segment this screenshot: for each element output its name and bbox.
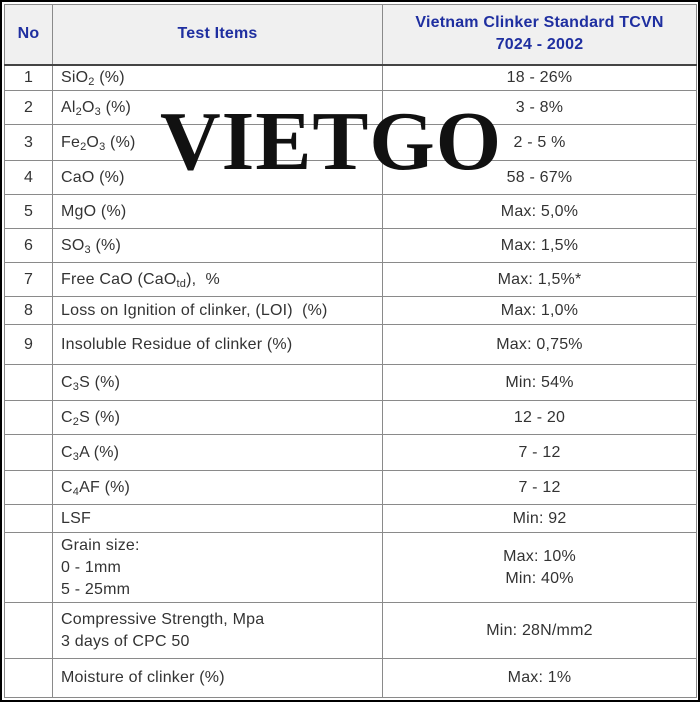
table-row: 2 Al2O3 (%) 3 - 8%	[4, 90, 697, 125]
table-row: C3A (%) 7 - 12	[4, 434, 697, 471]
row-standard-value: Min: 92	[382, 504, 697, 533]
header-row: No Test Items Vietnam Clinker Standard T…	[4, 4, 697, 66]
row-standard-value: 12 - 20	[382, 400, 697, 435]
header-standard: Vietnam Clinker Standard TCVN 7024 - 200…	[382, 4, 697, 66]
header-standard-line2: 7024 - 2002	[495, 36, 584, 54]
row-number: 7	[4, 262, 53, 297]
row-standard-value: Max: 1,0%	[382, 296, 697, 325]
row-test-item: Al2O3 (%)	[52, 90, 383, 125]
table-row-grain-size: Grain size: 0 - 1mm 5 - 25mm Max: 10% Mi…	[4, 532, 697, 603]
row-number	[4, 532, 53, 603]
row-number	[4, 364, 53, 401]
table-row: 1 SiO2 (%) 18 - 26%	[4, 64, 697, 91]
row-standard-value: 58 - 67%	[382, 160, 697, 195]
row-number: 6	[4, 228, 53, 263]
row-standard-value: 7 - 12	[382, 470, 697, 505]
row-test-item: Fe2O3 (%)	[52, 124, 383, 161]
header-no: No	[4, 4, 53, 66]
table-row: 6 SO3 (%) Max: 1,5%	[4, 228, 697, 263]
row-test-item: SiO2 (%)	[52, 64, 383, 91]
row-test-item: CaO (%)	[52, 160, 383, 195]
table-row: LSF Min: 92	[4, 504, 697, 533]
row-standard-value: 2 - 5 %	[382, 124, 697, 161]
row-number	[4, 470, 53, 505]
row-number: 3	[4, 124, 53, 161]
header-standard-line1: Vietnam Clinker Standard TCVN	[415, 14, 664, 32]
row-test-item: Grain size: 0 - 1mm 5 - 25mm	[52, 532, 383, 603]
row-standard-value: 18 - 26%	[382, 64, 697, 91]
row-test-item: Moisture of clinker (%)	[52, 658, 383, 698]
row-number: 1	[4, 64, 53, 91]
row-standard-value: 3 - 8%	[382, 90, 697, 125]
row-number: 8	[4, 296, 53, 325]
row-number: 4	[4, 160, 53, 195]
table-row: 3 Fe2O3 (%) 2 - 5 %	[4, 124, 697, 161]
row-number: 2	[4, 90, 53, 125]
table-row: 5 MgO (%) Max: 5,0%	[4, 194, 697, 229]
row-standard-value: Max: 1,5%*	[382, 262, 697, 297]
row-test-item: MgO (%)	[52, 194, 383, 229]
row-test-item: C2S (%)	[52, 400, 383, 435]
row-test-item: Loss on Ignition of clinker, (LOI) (%)	[52, 296, 383, 325]
clinker-standard-table: No Test Items Vietnam Clinker Standard T…	[4, 4, 697, 698]
table-row: 7 Free CaO (CaOtd), % Max: 1,5%*	[4, 262, 697, 297]
table-row: C3S (%) Min: 54%	[4, 364, 697, 401]
row-standard-value: 7 - 12	[382, 434, 697, 471]
row-test-item: C3S (%)	[52, 364, 383, 401]
table-row: 4 CaO (%) 58 - 67%	[4, 160, 697, 195]
row-number: 5	[4, 194, 53, 229]
row-test-item: Free CaO (CaOtd), %	[52, 262, 383, 297]
header-test-items: Test Items	[52, 4, 383, 66]
row-test-item: Insoluble Residue of clinker (%)	[52, 324, 383, 365]
row-number: 9	[4, 324, 53, 365]
row-test-item: SO3 (%)	[52, 228, 383, 263]
table-row-moisture: Moisture of clinker (%) Max: 1%	[4, 658, 697, 698]
table-row: 8 Loss on Ignition of clinker, (LOI) (%)…	[4, 296, 697, 325]
row-test-item: Compressive Strength, Mpa 3 days of CPC …	[52, 602, 383, 659]
row-standard-value: Min: 28N/mm2	[382, 602, 697, 659]
table-row: C4AF (%) 7 - 12	[4, 470, 697, 505]
table-row-compressive-strength: Compressive Strength, Mpa 3 days of CPC …	[4, 602, 697, 659]
row-standard-value: Max: 0,75%	[382, 324, 697, 365]
row-number	[4, 400, 53, 435]
row-number	[4, 602, 53, 659]
row-number	[4, 504, 53, 533]
row-test-item: LSF	[52, 504, 383, 533]
row-test-item: C4AF (%)	[52, 470, 383, 505]
row-number	[4, 658, 53, 698]
table-row: C2S (%) 12 - 20	[4, 400, 697, 435]
row-standard-value: Max: 5,0%	[382, 194, 697, 229]
row-standard-value: Min: 54%	[382, 364, 697, 401]
row-standard-value: Max: 10% Min: 40%	[382, 532, 697, 603]
table-row: 9 Insoluble Residue of clinker (%) Max: …	[4, 324, 697, 365]
row-standard-value: Max: 1%	[382, 658, 697, 698]
row-standard-value: Max: 1,5%	[382, 228, 697, 263]
row-number	[4, 434, 53, 471]
row-test-item: C3A (%)	[52, 434, 383, 471]
